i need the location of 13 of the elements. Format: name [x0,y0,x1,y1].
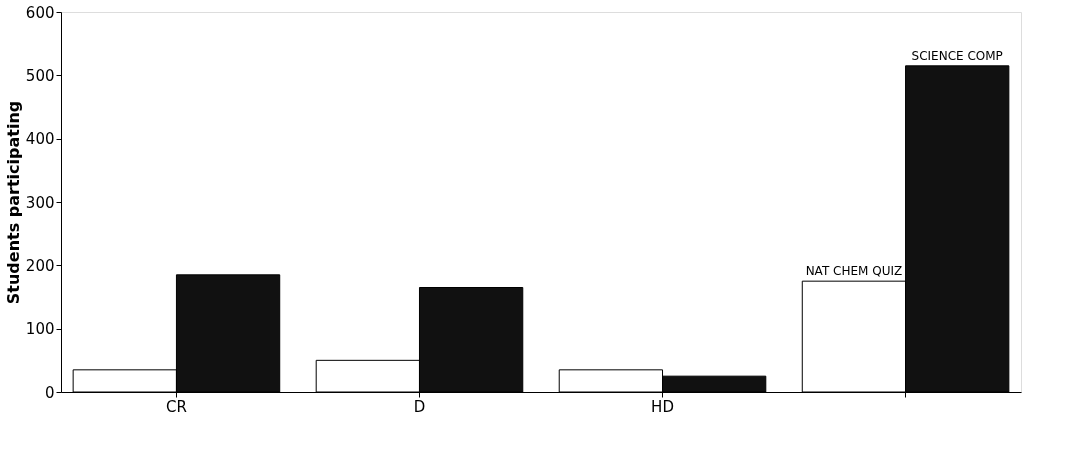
y-tick-label: 600 [25,3,55,22]
series-label: NAT CHEM QUIZ [805,264,903,279]
y-tick-label: 0 [44,383,55,402]
x-tick-label: D [413,397,426,416]
y-axis-title: Students participating [3,100,23,305]
y-tick-label: 500 [25,66,55,85]
y-tick-label: 100 [25,320,55,339]
x-tick-label: HD [651,397,674,416]
y-tick-label: 200 [25,256,55,275]
y-tick-label: 300 [25,193,55,212]
x-tick-label: CR [165,397,187,416]
series-label: SCIENCE COMP [911,48,1003,63]
y-tick-label: 400 [25,130,55,149]
